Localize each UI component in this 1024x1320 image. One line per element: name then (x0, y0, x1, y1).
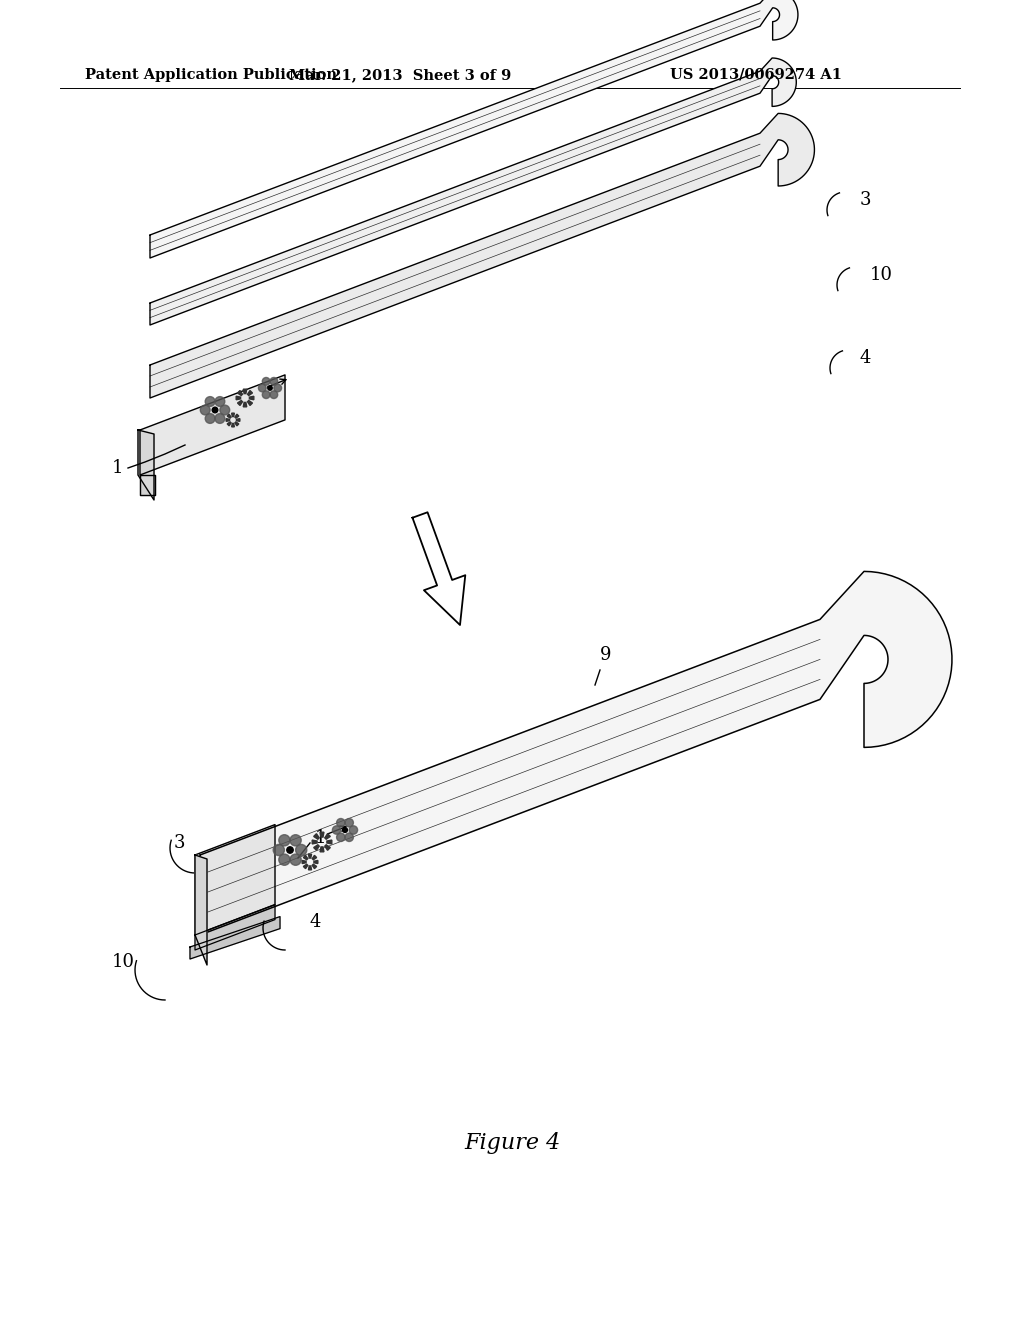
Circle shape (287, 847, 293, 853)
Polygon shape (321, 832, 324, 837)
Polygon shape (237, 418, 240, 421)
Polygon shape (200, 572, 952, 935)
Polygon shape (150, 114, 814, 399)
Polygon shape (140, 375, 285, 475)
Circle shape (212, 407, 218, 413)
Text: 1: 1 (112, 459, 124, 477)
Polygon shape (150, 58, 797, 325)
Text: 10: 10 (870, 267, 893, 284)
Circle shape (290, 854, 301, 866)
Circle shape (215, 413, 225, 424)
Circle shape (262, 391, 270, 399)
Text: 1: 1 (315, 829, 327, 847)
Polygon shape (325, 834, 331, 840)
Circle shape (270, 378, 278, 385)
Polygon shape (248, 391, 253, 396)
Polygon shape (413, 512, 465, 624)
Polygon shape (313, 845, 319, 850)
Polygon shape (244, 389, 247, 393)
Circle shape (337, 833, 345, 841)
Polygon shape (150, 0, 798, 257)
Polygon shape (248, 400, 253, 405)
Polygon shape (195, 825, 275, 935)
Circle shape (273, 384, 282, 392)
Text: Patent Application Publication: Patent Application Publication (85, 69, 337, 82)
Polygon shape (308, 866, 311, 870)
Circle shape (205, 413, 215, 424)
Circle shape (290, 834, 301, 846)
Polygon shape (238, 400, 243, 405)
Circle shape (345, 833, 353, 841)
Polygon shape (234, 414, 239, 418)
Polygon shape (238, 391, 243, 396)
Circle shape (333, 826, 341, 834)
Polygon shape (327, 840, 332, 843)
Text: Mar. 21, 2013  Sheet 3 of 9: Mar. 21, 2013 Sheet 3 of 9 (289, 69, 511, 82)
Circle shape (279, 834, 290, 846)
Circle shape (343, 828, 347, 833)
Polygon shape (231, 424, 234, 426)
Circle shape (262, 378, 270, 385)
Polygon shape (195, 904, 275, 950)
Text: 10: 10 (112, 953, 135, 972)
Polygon shape (321, 847, 324, 851)
Polygon shape (237, 396, 241, 400)
Polygon shape (190, 916, 280, 960)
Polygon shape (227, 422, 231, 426)
Text: US 2013/0069274 A1: US 2013/0069274 A1 (670, 69, 842, 82)
Circle shape (270, 391, 278, 399)
Polygon shape (195, 855, 207, 965)
Polygon shape (303, 865, 308, 869)
Circle shape (349, 826, 357, 834)
Circle shape (201, 405, 210, 414)
Text: 4: 4 (860, 348, 871, 367)
Polygon shape (312, 865, 316, 869)
Polygon shape (325, 845, 331, 850)
Circle shape (279, 854, 290, 866)
Circle shape (215, 396, 225, 407)
Text: 3: 3 (173, 834, 185, 851)
Polygon shape (226, 418, 229, 421)
Polygon shape (312, 840, 317, 843)
Text: 4: 4 (310, 913, 322, 931)
Circle shape (205, 396, 215, 407)
Text: 9: 9 (600, 645, 611, 664)
Polygon shape (313, 834, 319, 840)
Circle shape (220, 405, 229, 414)
Polygon shape (244, 403, 247, 407)
Text: Figure 4: Figure 4 (464, 1133, 560, 1154)
Polygon shape (302, 861, 306, 863)
Circle shape (296, 845, 307, 855)
Polygon shape (308, 854, 311, 858)
Circle shape (273, 845, 285, 855)
Polygon shape (314, 861, 317, 863)
Polygon shape (303, 855, 308, 859)
Polygon shape (312, 855, 316, 859)
Circle shape (345, 818, 353, 826)
Circle shape (268, 385, 272, 391)
Polygon shape (234, 422, 239, 426)
Text: 3: 3 (860, 191, 871, 209)
Polygon shape (140, 475, 155, 495)
Polygon shape (250, 396, 254, 400)
Circle shape (337, 818, 345, 826)
Polygon shape (231, 413, 234, 417)
Polygon shape (227, 414, 231, 418)
Circle shape (258, 384, 266, 392)
Polygon shape (138, 430, 154, 500)
